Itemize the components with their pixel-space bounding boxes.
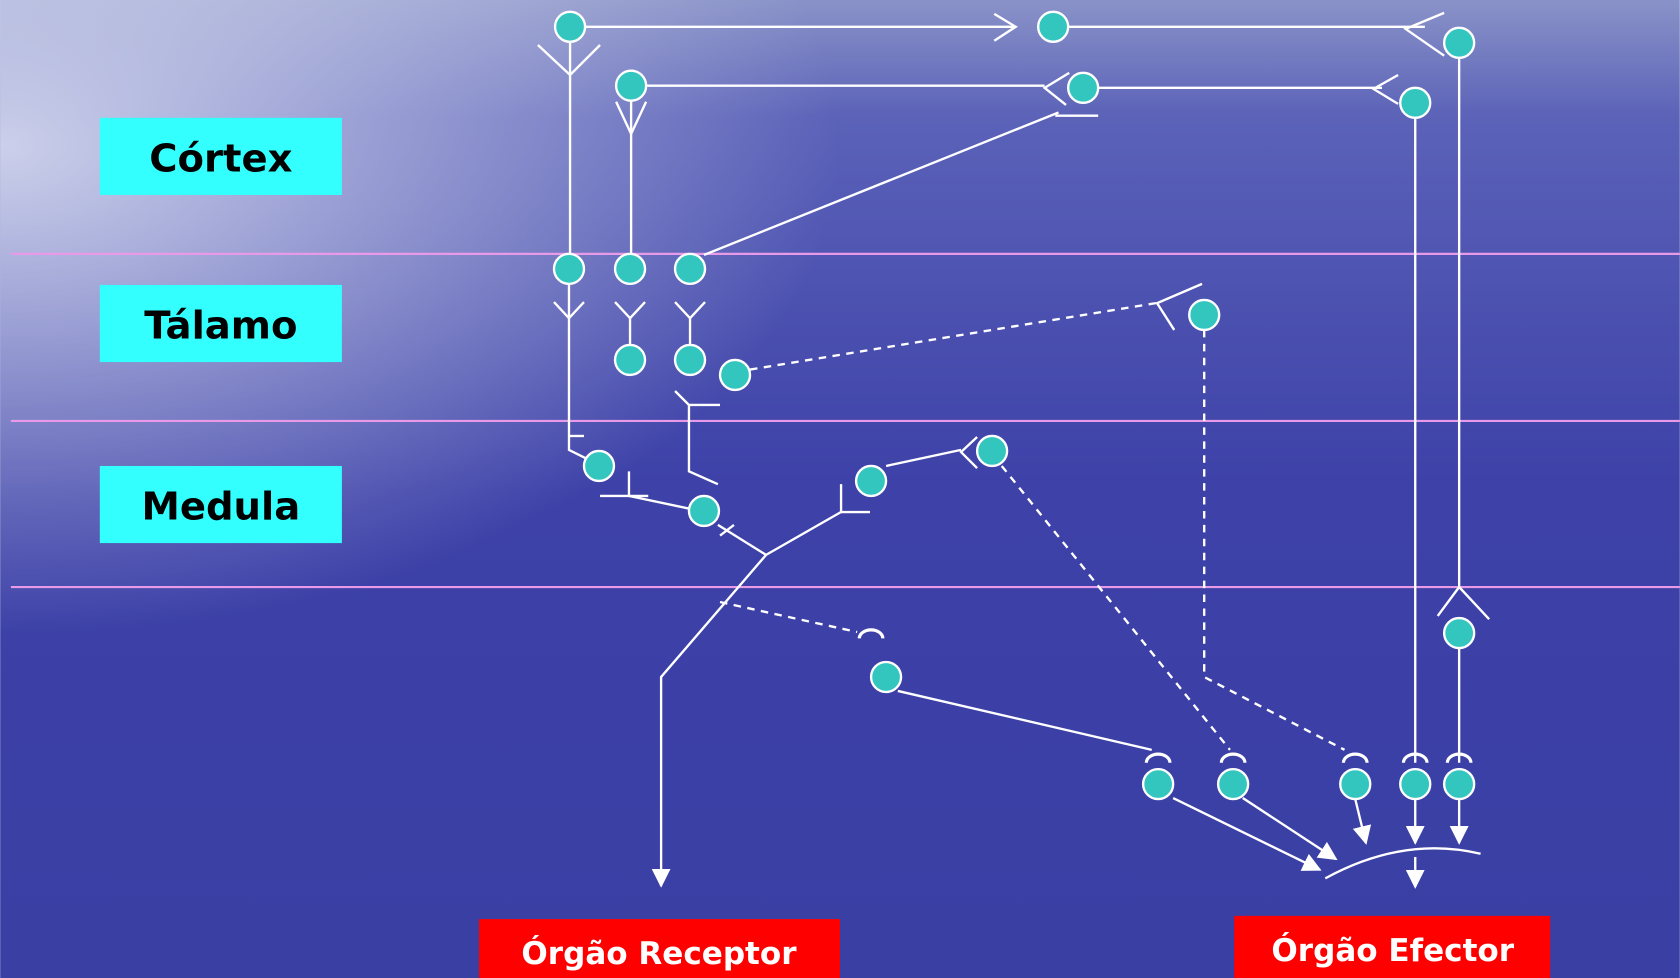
nerve-fiber bbox=[1403, 11, 1445, 57]
nerve-fiber-dashed bbox=[1000, 465, 1231, 751]
nerve-fiber bbox=[567, 283, 587, 460]
neuron bbox=[673, 343, 707, 377]
neuron bbox=[1216, 767, 1250, 801]
label-text: Órgão Efector bbox=[1271, 930, 1514, 969]
label-text: Medula bbox=[141, 485, 300, 530]
nerve-fiber bbox=[719, 523, 735, 537]
arrow bbox=[651, 554, 767, 888]
nerve-fiber bbox=[765, 511, 842, 556]
neuron bbox=[1399, 767, 1432, 801]
synapse bbox=[1445, 752, 1473, 763]
nerve-fiber bbox=[1371, 73, 1399, 105]
nerve-fiber bbox=[1042, 71, 1070, 106]
neuron bbox=[1339, 767, 1372, 801]
neuron bbox=[1036, 10, 1070, 43]
neuron bbox=[614, 69, 648, 102]
neuron bbox=[1188, 298, 1221, 332]
nerve-fiber bbox=[627, 471, 691, 510]
neuron bbox=[673, 252, 707, 286]
level-label: Córtex Tálamo Medula bbox=[99, 117, 342, 544]
nerve-fiber bbox=[885, 448, 962, 468]
neuron bbox=[869, 660, 903, 694]
synapse bbox=[857, 628, 885, 639]
neuron bbox=[613, 343, 647, 377]
label-text: Córtex bbox=[149, 136, 292, 181]
nerve-fiber bbox=[993, 12, 1018, 42]
nerve-fiber bbox=[959, 436, 978, 469]
label-box bbox=[99, 465, 342, 544]
neuron bbox=[613, 252, 647, 286]
synapse bbox=[1219, 752, 1247, 763]
label-box bbox=[479, 919, 840, 978]
neuron bbox=[1442, 26, 1476, 60]
label-text: Órgão Receptor bbox=[521, 933, 797, 972]
nerve-fiber-dashed bbox=[749, 300, 1163, 371]
synapse bbox=[1401, 752, 1429, 763]
nerve-fiber-dashed bbox=[719, 600, 858, 634]
neurons bbox=[10, 10, 1680, 889]
synapse bbox=[1341, 752, 1369, 763]
label-box bbox=[1234, 915, 1551, 978]
neuron bbox=[553, 10, 587, 43]
neuron bbox=[1141, 767, 1175, 801]
neuron bbox=[975, 434, 1009, 468]
neuron bbox=[1066, 71, 1100, 105]
arrow bbox=[1242, 797, 1338, 861]
organ-label: Órgão Receptor Órgão Efector bbox=[479, 915, 1551, 978]
neuron bbox=[1399, 86, 1432, 120]
neuron bbox=[552, 252, 586, 286]
nerve-fiber bbox=[839, 484, 870, 514]
nerve-fiber bbox=[703, 111, 1059, 257]
nerve-fiber bbox=[1324, 847, 1481, 880]
label-box bbox=[99, 284, 342, 363]
nerve-fiber bbox=[1436, 585, 1491, 620]
nerve-fiber-dashed bbox=[1203, 329, 1346, 751]
arrow bbox=[1352, 798, 1372, 845]
neuron bbox=[1442, 767, 1476, 801]
nerve-fiber bbox=[897, 689, 1152, 751]
neuron bbox=[854, 464, 888, 498]
nerve-fiber bbox=[687, 404, 719, 486]
nerve-fiber bbox=[1155, 282, 1203, 331]
neuron bbox=[718, 358, 752, 392]
neuron bbox=[582, 449, 616, 483]
neuron bbox=[687, 494, 721, 528]
label-box bbox=[99, 117, 342, 195]
synapse bbox=[1144, 752, 1172, 763]
label-text: Tálamo bbox=[144, 303, 297, 348]
neuron bbox=[1442, 616, 1476, 650]
arrow bbox=[1172, 796, 1322, 871]
